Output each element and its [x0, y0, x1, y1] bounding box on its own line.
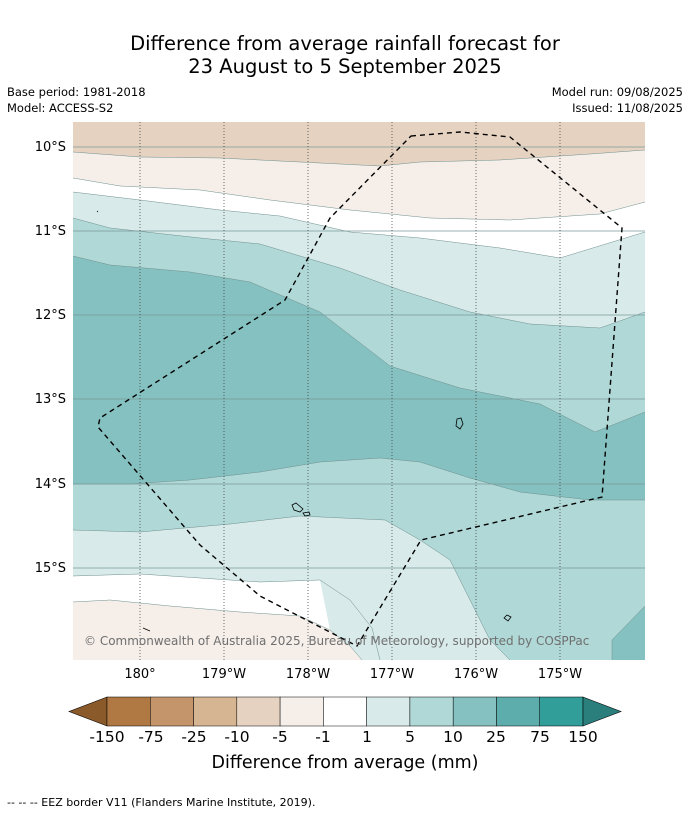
- colorbar-segment: [366, 696, 411, 727]
- colorbar-label: 1: [362, 728, 372, 746]
- colorbar-label: -10: [224, 728, 250, 746]
- eez-footnote: -- -- -- EEZ border V11 (Flanders Marine…: [7, 796, 316, 809]
- island-alofi: [302, 511, 311, 517]
- meta-left: Base period: 1981-2018 Model: ACCESS-S2: [7, 84, 146, 116]
- longitude-labels: 180° 179°W 178°W 177°W 176°W 175°W: [124, 667, 582, 682]
- colorbar-extend-high: [582, 696, 622, 727]
- lon-label: 178°W: [286, 667, 330, 682]
- colorbar-segment: [539, 696, 584, 727]
- band-1-to-5-lower: [73, 516, 510, 660]
- lon-label: 180°: [124, 667, 155, 682]
- lat-label: 11°S: [35, 224, 66, 239]
- island-futuna: [291, 502, 304, 513]
- map-field: © Commonwealth of Australia 2025, Bureau…: [73, 122, 645, 660]
- island-wallis: [455, 417, 464, 430]
- issued-text: Issued: 11/08/2025: [572, 101, 683, 115]
- colorbar-segment: [452, 696, 497, 727]
- band-minus-10-to-minus-5: [73, 122, 645, 166]
- base-period-text: Base period: 1981-2018: [7, 85, 146, 99]
- colorbar-segment: [193, 696, 238, 727]
- band-10-to-25: [73, 256, 645, 500]
- colorbar-label: -150: [89, 728, 125, 746]
- colorbar: [68, 696, 622, 727]
- lat-label: 12°S: [35, 308, 66, 323]
- lon-label: 176°W: [454, 667, 498, 682]
- colorbar-label: -25: [181, 728, 207, 746]
- map-title-line-2: 23 August to 5 September 2025: [188, 55, 502, 78]
- colorbar-label: -1: [315, 728, 331, 746]
- colorbar-segment: [106, 696, 151, 727]
- eez-border: [97, 131, 623, 647]
- colorbar-label: -75: [138, 728, 164, 746]
- colorbar-label: 150: [568, 728, 598, 746]
- island-niuafoou-small: [503, 614, 512, 622]
- colorbar-segment: [409, 696, 454, 727]
- latitude-gridlines: [73, 146, 645, 569]
- colorbar-label: 5: [405, 728, 415, 746]
- lon-label: 175°W: [538, 667, 582, 682]
- colorbar-label: 25: [486, 728, 506, 746]
- lat-label: 14°S: [35, 477, 66, 492]
- islet-southwest: [142, 627, 151, 632]
- colorbar-segment: [496, 696, 540, 727]
- islet-northwest: [96, 210, 99, 213]
- colorbar-title: Difference from average (mm): [211, 753, 479, 773]
- lon-label: 179°W: [202, 667, 246, 682]
- colorbar-label: 75: [530, 728, 550, 746]
- model-text: Model: ACCESS-S2: [7, 101, 114, 115]
- latitude-labels: 10°S 11°S 12°S 13°S 14°S 15°S: [35, 140, 66, 576]
- colorbar-segment: [279, 696, 324, 727]
- band-10-to-25-lower: [612, 606, 645, 660]
- colorbar-segment: [150, 696, 194, 727]
- lon-label: 177°W: [370, 667, 414, 682]
- model-run-text: Model run: 09/08/2025: [551, 85, 683, 99]
- colorbar-label: -5: [272, 728, 288, 746]
- meta-right: Model run: 09/08/2025 Issued: 11/08/2025: [552, 84, 683, 116]
- lat-label: 10°S: [35, 140, 66, 155]
- lat-label: 15°S: [35, 561, 66, 576]
- colorbar-segment: [236, 696, 281, 727]
- colorbar-extend-low: [68, 696, 108, 727]
- map-title-line-1: Difference from average rainfall forecas…: [130, 32, 560, 55]
- contour-lines: [73, 149, 645, 660]
- lat-label: 13°S: [35, 392, 66, 407]
- band-minus-5-to-minus-1-lower: [73, 600, 362, 660]
- colorbar-label: 10: [443, 728, 463, 746]
- islands: [96, 210, 512, 632]
- colorbar-segment: [323, 696, 367, 727]
- copyright-text: © Commonwealth of Australia 2025, Bureau…: [84, 634, 589, 648]
